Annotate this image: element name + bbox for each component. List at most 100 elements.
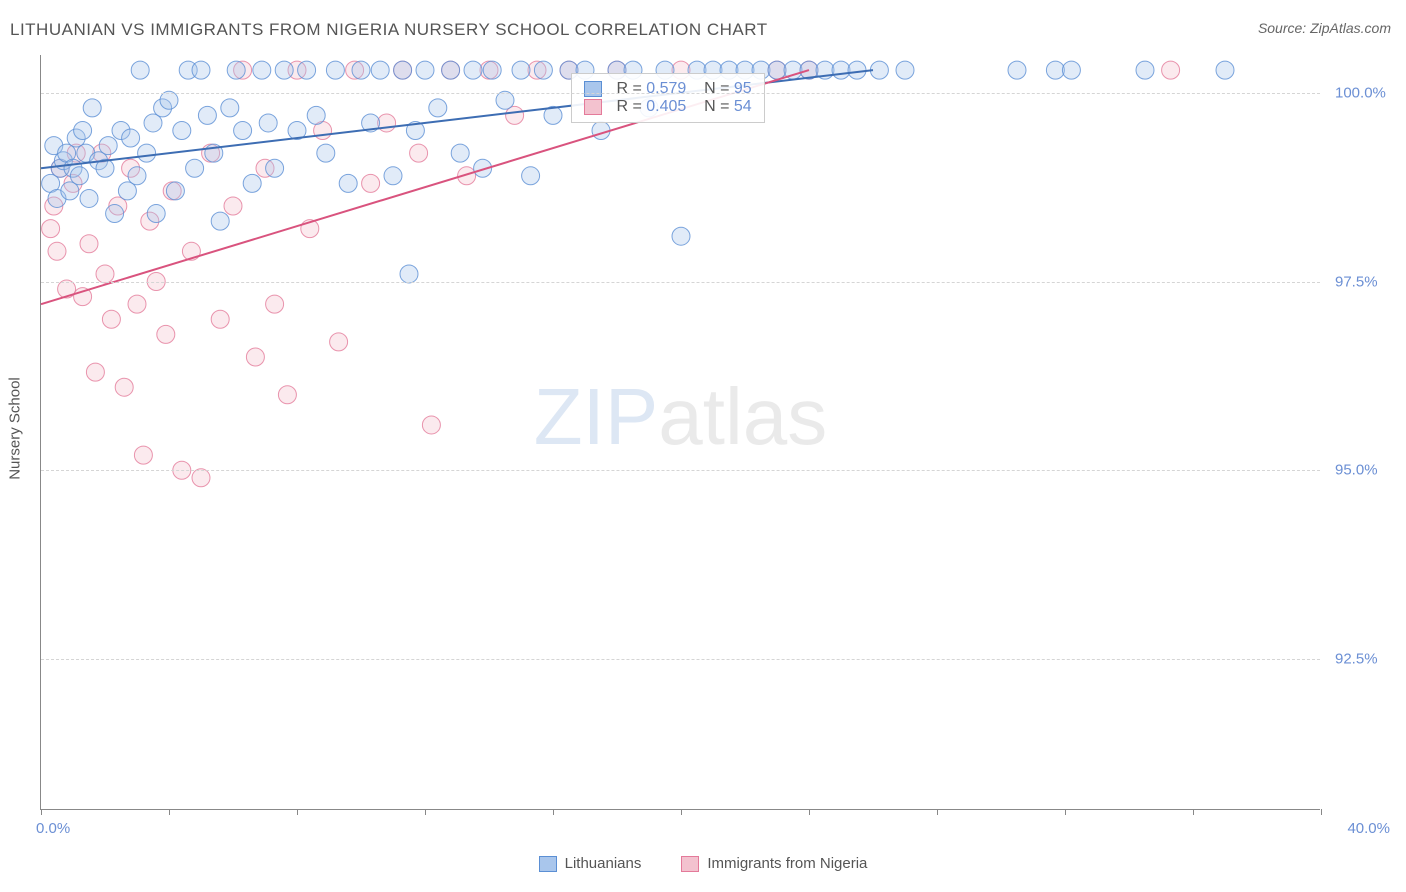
data-point <box>832 61 850 79</box>
stats-n-label-2: N = <box>704 98 729 115</box>
gridline <box>41 93 1320 94</box>
data-point <box>339 174 357 192</box>
data-point <box>186 159 204 177</box>
chart-title: LITHUANIAN VS IMMIGRANTS FROM NIGERIA NU… <box>10 20 768 40</box>
data-point <box>48 242 66 260</box>
data-point <box>80 235 98 253</box>
y-tick-label: 97.5% <box>1335 273 1395 290</box>
stats-row-1: R = 0.579 N = 95 <box>584 80 752 98</box>
y-axis-label: Nursery School <box>7 377 24 480</box>
data-point <box>74 122 92 140</box>
legend-item-1: Lithuanians <box>539 855 642 872</box>
data-point <box>115 378 133 396</box>
data-point <box>768 61 786 79</box>
stats-swatch-2 <box>584 99 602 115</box>
y-tick-label: 92.5% <box>1335 651 1395 668</box>
data-point <box>534 61 552 79</box>
legend-label-1: Lithuanians <box>565 855 642 872</box>
data-point <box>1046 61 1064 79</box>
data-point <box>371 61 389 79</box>
data-point <box>362 174 380 192</box>
data-point <box>211 212 229 230</box>
data-point <box>70 167 88 185</box>
data-point <box>246 348 264 366</box>
x-tick <box>425 809 426 815</box>
x-tick <box>41 809 42 815</box>
data-point <box>243 174 261 192</box>
data-point <box>451 144 469 162</box>
y-tick-label: 95.0% <box>1335 462 1395 479</box>
data-point <box>326 61 344 79</box>
plot-area: ZIPatlas R = 0.579 N = 95 R = 0.405 N = … <box>40 55 1320 810</box>
scatter-plot <box>41 55 1320 809</box>
data-point <box>42 220 60 238</box>
x-tick <box>937 809 938 815</box>
data-point <box>80 189 98 207</box>
data-point <box>384 167 402 185</box>
legend-label-2: Immigrants from Nigeria <box>707 855 867 872</box>
data-point <box>1136 61 1154 79</box>
data-point <box>400 265 418 283</box>
data-point <box>138 144 156 162</box>
source-attribution: Source: ZipAtlas.com <box>1258 20 1391 36</box>
data-point <box>99 137 117 155</box>
x-tick <box>809 809 810 815</box>
stats-n-label: N = <box>704 80 729 97</box>
data-point <box>275 61 293 79</box>
gridline <box>41 282 1320 283</box>
x-axis-max-label: 40.0% <box>1347 820 1390 837</box>
data-point <box>464 61 482 79</box>
x-axis-min-label: 0.0% <box>36 820 70 837</box>
data-point <box>160 91 178 109</box>
data-point <box>198 106 216 124</box>
stats-r-label: R = <box>616 80 641 97</box>
data-point <box>106 205 124 223</box>
data-point <box>672 227 690 245</box>
data-point <box>192 61 210 79</box>
data-point <box>298 61 316 79</box>
bottom-legend: Lithuanians Immigrants from Nigeria <box>0 855 1406 872</box>
data-point <box>1062 61 1080 79</box>
x-tick <box>169 809 170 815</box>
x-tick <box>1321 809 1322 815</box>
data-point <box>483 61 501 79</box>
x-tick <box>297 809 298 815</box>
data-point <box>147 205 165 223</box>
data-point <box>253 61 271 79</box>
legend-swatch-1 <box>539 856 557 872</box>
data-point <box>157 325 175 343</box>
data-point <box>422 416 440 434</box>
y-tick-label: 100.0% <box>1335 84 1395 101</box>
data-point <box>128 295 146 313</box>
chart-container: LITHUANIAN VS IMMIGRANTS FROM NIGERIA NU… <box>0 0 1406 892</box>
stats-r-value-2: 0.405 <box>646 98 686 115</box>
stats-r-value-1: 0.579 <box>646 80 686 97</box>
data-point <box>192 469 210 487</box>
stats-r-label-2: R = <box>616 98 641 115</box>
stats-row-2: R = 0.405 N = 54 <box>584 98 752 116</box>
data-point <box>522 167 540 185</box>
legend-item-2: Immigrants from Nigeria <box>681 855 867 872</box>
legend-swatch-2 <box>681 856 699 872</box>
data-point <box>1162 61 1180 79</box>
data-point <box>86 363 104 381</box>
x-tick <box>1065 809 1066 815</box>
data-point <box>307 106 325 124</box>
data-point <box>224 197 242 215</box>
gridline <box>41 470 1320 471</box>
data-point <box>266 295 284 313</box>
data-point <box>378 114 396 132</box>
data-point <box>429 99 447 117</box>
data-point <box>896 61 914 79</box>
data-point <box>512 61 530 79</box>
x-tick <box>681 809 682 815</box>
stats-box: R = 0.579 N = 95 R = 0.405 N = 54 <box>571 73 765 123</box>
data-point <box>442 61 460 79</box>
stats-n-value-1: 95 <box>734 80 752 97</box>
data-point <box>330 333 348 351</box>
data-point <box>259 114 277 132</box>
data-point <box>83 99 101 117</box>
data-point <box>352 61 370 79</box>
data-point <box>1216 61 1234 79</box>
data-point <box>122 129 140 147</box>
